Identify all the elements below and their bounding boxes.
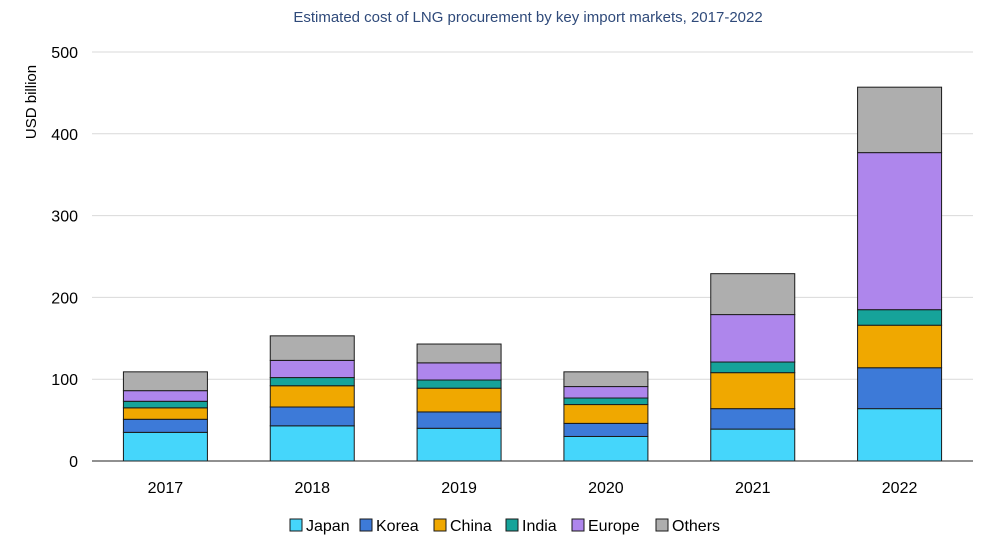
legend-swatch-others [655, 518, 669, 532]
bar-others-2017 [122, 371, 208, 392]
bar-japan-2017 [122, 431, 208, 462]
y-tick-label: 400 [51, 127, 78, 144]
bar-others-2018 [269, 335, 355, 361]
y-tick-label: 100 [51, 372, 78, 389]
bars [122, 86, 943, 462]
x-tick-label: 2019 [441, 480, 477, 497]
x-tick-label: 2018 [294, 480, 330, 497]
bar-europe-2022 [857, 152, 943, 311]
bar-india-2021 [710, 361, 796, 374]
legend-swatch-korea [359, 518, 373, 532]
bar-others-2020 [563, 371, 649, 388]
bar-india-2018 [269, 377, 355, 387]
y-tick-label: 0 [69, 454, 78, 471]
legend-label-china: China [450, 518, 492, 535]
bar-india-2019 [416, 379, 502, 389]
gridlines [92, 51, 973, 380]
legend-swatch-china [433, 518, 447, 532]
bar-korea-2019 [416, 411, 502, 429]
bar-japan-2021 [710, 428, 796, 462]
y-tick-label: 300 [51, 209, 78, 226]
bar-europe-2018 [269, 359, 355, 379]
bar-china-2018 [269, 385, 355, 408]
bar-others-2021 [710, 273, 796, 316]
bar-japan-2022 [857, 408, 943, 462]
y-axis-label: USD billion [23, 65, 40, 139]
bar-korea-2022 [857, 367, 943, 410]
x-tick-label: 2021 [735, 480, 771, 497]
legend: Japan Korea China India Europe Others [289, 518, 720, 535]
bar-china-2020 [563, 404, 649, 424]
bar-china-2019 [416, 387, 502, 413]
x-tick-label: 2020 [588, 480, 624, 497]
bar-india-2017 [122, 400, 208, 409]
x-axis-ticks: 2017 2018 2019 2020 2021 2022 [148, 480, 918, 497]
bar-korea-2021 [710, 408, 796, 430]
bar-others-2022 [857, 86, 943, 154]
bar-china-2017 [122, 407, 208, 420]
bar-korea-2018 [269, 406, 355, 427]
bar-europe-2021 [710, 314, 796, 363]
legend-label-india: India [522, 518, 557, 535]
x-tick-label: 2017 [148, 480, 184, 497]
bar-japan-2018 [269, 425, 355, 462]
bar-korea-2017 [122, 418, 208, 433]
legend-label-japan: Japan [306, 518, 350, 535]
bar-europe-2019 [416, 362, 502, 381]
bar-europe-2017 [122, 390, 208, 402]
y-tick-label: 500 [51, 45, 78, 62]
bar-india-2020 [563, 397, 649, 406]
legend-swatch-europe [571, 518, 585, 532]
bar-japan-2019 [416, 427, 502, 462]
bar-korea-2020 [563, 422, 649, 437]
legend-label-korea: Korea [376, 518, 419, 535]
bar-china-2022 [857, 324, 943, 369]
x-tick-label: 2022 [882, 480, 918, 497]
bar-india-2022 [857, 309, 943, 326]
bar-china-2021 [710, 372, 796, 410]
bar-europe-2020 [563, 386, 649, 399]
legend-label-europe: Europe [588, 518, 640, 535]
legend-label-others: Others [672, 518, 720, 535]
chart-title: Estimated cost of LNG procurement by key… [293, 9, 762, 26]
legend-swatch-india [505, 518, 519, 532]
y-tick-label: 200 [51, 290, 78, 307]
bar-japan-2020 [563, 435, 649, 462]
bar-others-2019 [416, 343, 502, 364]
y-axis-ticks: 0 100 200 300 400 500 [51, 45, 78, 471]
legend-swatch-japan [289, 518, 303, 532]
